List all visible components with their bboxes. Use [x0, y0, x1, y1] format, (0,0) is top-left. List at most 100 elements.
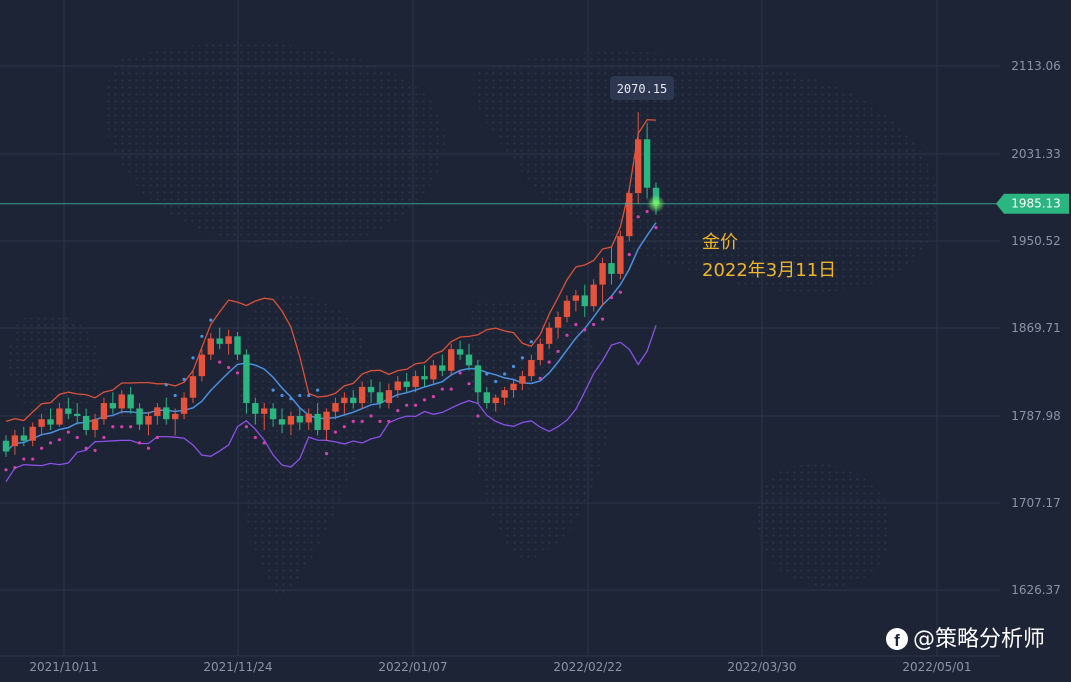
sar-dot — [164, 383, 168, 387]
candle-body — [29, 426, 36, 441]
sar-dot — [120, 425, 124, 429]
sar-dot — [262, 441, 266, 445]
sar-dot — [84, 446, 88, 450]
last-price-glow — [647, 194, 665, 213]
sar-dot — [449, 387, 453, 391]
sar-dot — [22, 457, 26, 461]
candle-body — [501, 390, 508, 398]
sar-dot — [413, 403, 418, 407]
bollinger-upper-line — [5, 119, 657, 423]
candle-body — [617, 236, 624, 274]
sar-dot — [422, 398, 427, 402]
y-tick-label: 2031.33 — [1011, 147, 1061, 161]
y-tick-label: 2113.06 — [1011, 59, 1061, 73]
sar-dot — [511, 364, 516, 369]
moving-average-line — [5, 222, 657, 453]
candle-body — [171, 413, 179, 420]
candle-body — [341, 397, 348, 404]
chart-grid — [0, 0, 1000, 657]
candle-body — [626, 193, 633, 237]
candle-body — [519, 376, 526, 384]
candle-body — [91, 419, 99, 430]
candle-body — [243, 354, 250, 404]
candle-body — [136, 408, 143, 425]
candle-body — [118, 394, 125, 409]
candle-body — [207, 338, 214, 355]
candle-body — [572, 295, 580, 301]
watermark-text: @策略分析师 — [913, 627, 1045, 652]
candle-body — [581, 295, 588, 307]
candle-body — [394, 381, 401, 391]
candle-body — [163, 407, 170, 420]
sar-dot — [200, 334, 204, 338]
sar-dot — [75, 435, 79, 440]
candle-body — [189, 376, 197, 398]
sar-dot — [227, 365, 231, 370]
sar-dot — [592, 322, 596, 327]
sar-dot — [458, 371, 462, 375]
sar-dot — [538, 376, 542, 380]
candle-body — [252, 403, 259, 414]
sar-dot — [66, 430, 70, 434]
sar-dot — [440, 387, 444, 391]
sar-dot — [547, 360, 551, 364]
candle-body — [269, 408, 277, 420]
candles-layer — [2, 112, 660, 457]
candle-body — [350, 397, 357, 404]
candle-body — [47, 419, 54, 425]
candle-body — [474, 365, 482, 393]
bollinger-lower-line — [5, 325, 657, 483]
sar-dot — [298, 393, 302, 398]
sar-dot — [137, 441, 142, 445]
candle-body — [385, 390, 393, 404]
peak-label: 2070.15 — [617, 82, 668, 96]
sar-dot — [583, 328, 587, 332]
y-tick-label: 1869.71 — [1011, 321, 1061, 335]
candle-body — [323, 411, 330, 430]
sar-dot — [609, 295, 614, 300]
sar-dot — [111, 425, 115, 429]
x-tick-label: 2022/02/22 — [553, 660, 622, 674]
candle-body — [261, 408, 268, 414]
x-axis: 2021/10/11 2021/11/24 2022/01/07 2022/02/22… — [29, 660, 971, 674]
sar-dot — [431, 394, 435, 399]
sar-dot — [4, 468, 8, 472]
peak-callout-box — [610, 76, 674, 100]
sar-dot — [627, 252, 631, 257]
x-tick-label: 2022/03/30 — [727, 660, 796, 674]
candle-body — [20, 435, 28, 441]
candle-body — [465, 354, 473, 366]
sar-dot — [57, 438, 62, 442]
candle-body — [421, 376, 428, 380]
sar-dot — [218, 360, 222, 364]
candle-body — [412, 376, 419, 387]
candle-body — [296, 415, 304, 423]
last-price-label: 1985.13 — [1011, 197, 1061, 211]
candle-body — [109, 403, 117, 409]
candle-body — [563, 300, 571, 317]
sar-dot — [467, 382, 471, 386]
candle-body — [545, 327, 553, 344]
candle-body — [225, 336, 232, 344]
candle-body — [74, 413, 81, 416]
sar-dot — [387, 419, 391, 423]
x-tick-label: 2021/11/24 — [203, 660, 272, 674]
candle-body — [278, 419, 286, 425]
candle-body — [154, 407, 161, 416]
y-tick-label: 1707.17 — [1011, 496, 1061, 510]
y-tick-label: 1950.52 — [1011, 234, 1061, 248]
candle-body — [287, 415, 295, 425]
x-tick-label: 2021/10/11 — [29, 660, 98, 674]
sar-dot — [503, 372, 507, 376]
sar-dot — [271, 388, 275, 392]
x-tick-label: 2022/05/01 — [902, 660, 971, 674]
sar-dot — [529, 340, 533, 344]
candle-body — [590, 284, 597, 307]
candle-body — [56, 408, 63, 425]
sar-dot — [342, 425, 346, 429]
candle-body — [492, 397, 499, 404]
sar-dot — [360, 419, 364, 423]
candle-body — [643, 139, 651, 188]
candle-body — [332, 403, 339, 412]
